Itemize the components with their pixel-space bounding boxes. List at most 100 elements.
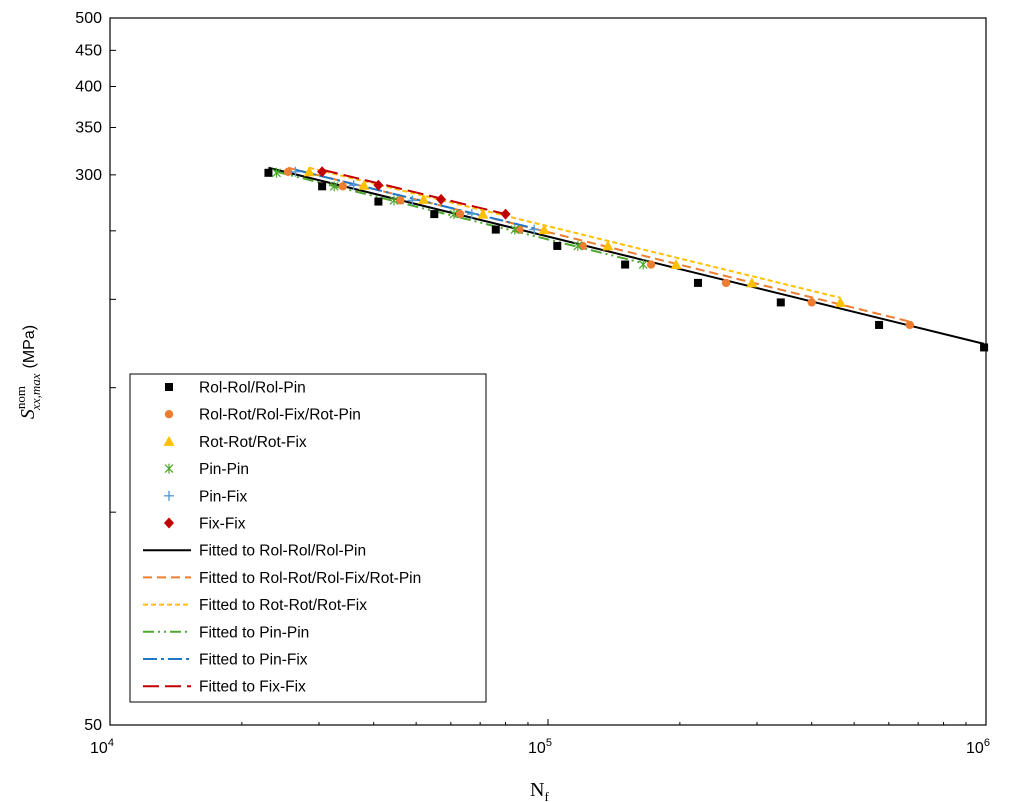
data-point (776, 298, 785, 307)
y-axis-ticks: 50 300 350 400 450 500 (75, 10, 116, 734)
data-point (905, 320, 915, 330)
y-tick-label: 50 (84, 717, 102, 734)
legend: Rol-Rol/Rol-Pin Rol-Rot/Rol-Fix/Rot-Pin Ro… (129, 373, 487, 703)
y-axis-title-sup: nom (13, 386, 28, 409)
data-point (264, 168, 273, 177)
data-point (358, 179, 370, 190)
legend-item-pin-fix: Pin-Fix (164, 488, 247, 505)
data-point (407, 195, 418, 206)
data-point (515, 225, 524, 234)
data-point (418, 193, 430, 204)
data-point (621, 260, 630, 269)
data-point (338, 182, 347, 191)
legend-item-fitted-to-fix-fix: Fitted to Fix-Fix (143, 679, 306, 696)
data-point (553, 241, 562, 250)
x-axis-title-main: N (530, 779, 544, 801)
data-point (290, 166, 301, 177)
x-axis-title: Nf (530, 779, 549, 802)
legend-symbol (163, 435, 175, 446)
series-fix-fix (317, 166, 511, 220)
legend-box (129, 373, 487, 703)
data-point (807, 298, 816, 307)
data-point (578, 241, 587, 251)
legend-items: Rol-Rol/Rol-Pin Rol-Rot/Rol-Fix/Rot-Pin Ro… (143, 380, 421, 696)
data-point (510, 224, 520, 235)
legend-label: Fitted to Rol-Rol/Rol-Pin (199, 543, 366, 560)
fit-lines (268, 166, 985, 345)
x-axis-ticks: 104 105 106 (90, 719, 990, 757)
data-point (646, 260, 656, 269)
y-axis-title-main: S (17, 409, 39, 419)
data-point (272, 167, 281, 178)
x-tick-label: 104 (90, 737, 114, 757)
data-point (329, 181, 339, 192)
data-point (500, 208, 511, 220)
y-tick-label: 450 (75, 42, 102, 59)
data-point (746, 277, 758, 288)
legend-label: Rol-Rol/Rol-Pin (199, 380, 306, 397)
data-point (980, 343, 989, 352)
legend-item-fitted-to-rot-rot-rot-fix: Fitted to Rot-Rot/Rot-Fix (143, 597, 367, 614)
fit-line-rot-rot-rot-fix (308, 166, 841, 299)
data-point (455, 209, 465, 219)
legend-label: Fitted to Fix-Fix (199, 679, 306, 696)
legend-item-rot-rot-rot-fix: Rot-Rot/Rot-Fix (163, 434, 307, 451)
fit-line-rol-rot-rol-fix-rot-pin (287, 166, 911, 323)
legend-item-fitted-to-pin-fix: Fitted to Pin-Fix (143, 652, 308, 669)
legend-label: Fitted to Pin-Fix (199, 652, 308, 669)
data-point (303, 166, 315, 177)
legend-label: Rol-Rot/Rol-Fix/Rot-Pin (199, 407, 361, 424)
data-point (875, 320, 884, 329)
fit-line-rol-rol-rol-pin (268, 166, 985, 345)
data-point (670, 259, 682, 270)
legend-item-rol-rol-rol-pin: Rol-Rol/Rol-Pin (165, 380, 306, 397)
series-pin-fix (290, 166, 540, 235)
data-point (430, 210, 439, 219)
legend-label: Pin-Pin (199, 461, 249, 478)
fit-line-fix-fix (321, 168, 506, 216)
data-point (834, 296, 846, 307)
series-rol-rot-rol-fix-rot-pin (283, 167, 915, 330)
legend-symbol (164, 463, 174, 474)
data-point (283, 167, 293, 176)
legend-item-rol-rot-rol-fix-rot-pin: Rol-Rot/Rol-Fix/Rot-Pin (164, 407, 361, 424)
series-rot-rot-rot-fix (303, 166, 846, 307)
y-tick-label: 400 (75, 79, 102, 96)
data-point (348, 180, 359, 191)
series-pin-pin (272, 167, 648, 270)
data-point (389, 195, 399, 206)
data-point (449, 209, 459, 220)
data-point (491, 225, 500, 234)
data-points (264, 166, 989, 352)
y-tick-label: 300 (75, 167, 102, 184)
fit-line-pin-fix (295, 168, 535, 230)
y-tick-label: 500 (75, 10, 102, 27)
data-point (374, 197, 383, 206)
legend-item-fitted-to-pin-pin: Fitted to Pin-Pin (143, 624, 309, 641)
legend-symbol (164, 490, 174, 501)
legend-item-fitted-to-rol-rot-rol-fix-rot-pin: Fitted to Rol-Rot/Rol-Fix/Rot-Pin (143, 570, 421, 587)
legend-item-fitted-to-rol-rol-rol-pin: Fitted to Rol-Rol/Rol-Pin (143, 543, 366, 560)
data-point (721, 278, 731, 288)
svg-text:Snomxx,max(MPa): Snomxx,max (MPa) (13, 325, 43, 419)
legend-label: Rot-Rot/Rot-Fix (199, 434, 307, 451)
fit-line-pin-pin (276, 170, 644, 265)
legend-label: Fix-Fix (199, 516, 246, 533)
data-point (573, 240, 583, 251)
svg-text:Nf: Nf (530, 779, 549, 802)
data-point (529, 224, 540, 235)
data-point (693, 278, 702, 287)
y-axis-title: Snomxx,max (MPa) (13, 325, 43, 419)
y-tick-label: 350 (75, 120, 102, 137)
data-point (466, 209, 477, 220)
y-axis-title-sub: xx,max (28, 373, 43, 411)
x-tick-label: 106 (966, 737, 990, 757)
legend-symbol (164, 410, 174, 419)
data-point (317, 166, 328, 178)
data-point (436, 193, 447, 205)
x-tick-label: 105 (528, 737, 552, 757)
legend-item-pin-pin: Pin-Pin (164, 461, 249, 478)
y-axis-title-unit: (MPa) (21, 325, 38, 369)
legend-label: Fitted to Rol-Rot/Rol-Fix/Rot-Pin (199, 570, 421, 587)
